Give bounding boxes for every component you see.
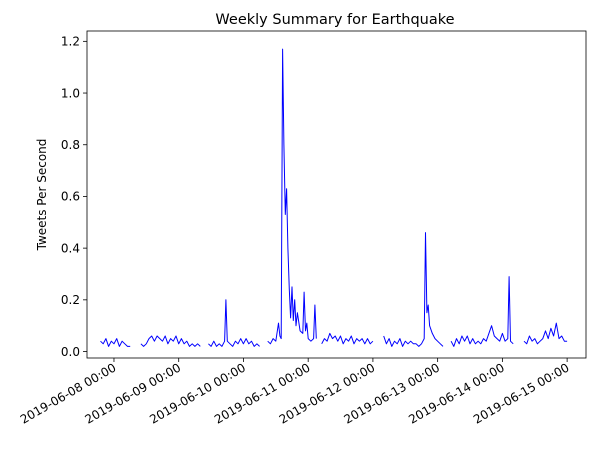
y-tick-label: 1.0 [61,86,80,100]
chart-title: Weekly Summary for Earthquake [215,12,454,28]
plot-area [100,48,568,347]
series-line-segment [140,335,201,347]
series-line-segment [321,332,374,345]
series-line-segment [450,276,514,347]
y-axis: 0.0 0.2 0.4 0.6 0.8 1.0 1.2 [61,35,87,359]
plot-frame [86,30,587,359]
y-tick-label: 0.6 [61,190,80,204]
series-line-segment [267,48,317,345]
series-line-segment [100,338,131,347]
y-tick-label: 0.4 [61,241,80,255]
y-axis-label: Tweets Per Second [35,139,49,252]
y-tick-label: 0.0 [61,345,80,359]
series-line-segment [523,322,568,345]
y-tick-label: 0.8 [61,138,80,152]
y-tick-label: 0.2 [61,293,80,307]
series-line-segment [383,232,444,347]
series-line-segment [208,299,260,347]
y-tick-label: 1.2 [61,35,80,49]
